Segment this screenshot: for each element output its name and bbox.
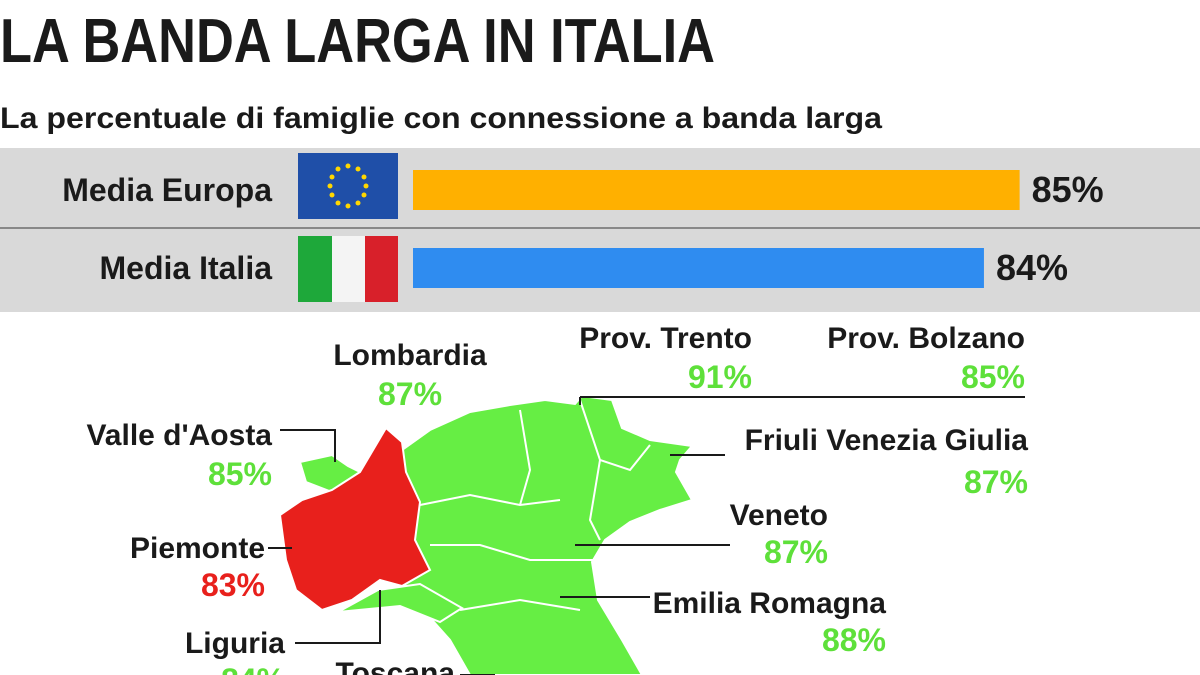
region-value: 87% <box>764 534 828 570</box>
map <box>278 394 694 675</box>
italy-flag <box>298 236 398 302</box>
region-value: 87% <box>378 376 442 412</box>
region-value: 85% <box>961 359 1025 395</box>
value-label: 85% <box>1032 169 1104 210</box>
region-name: Prov. Trento <box>579 322 752 355</box>
region-value: 83% <box>201 567 265 603</box>
region-value: 91% <box>688 359 752 395</box>
region-name: Piemonte <box>130 532 265 565</box>
region-value: 87% <box>964 464 1028 500</box>
value-label: 84% <box>996 247 1068 288</box>
subtitle: La percentuale di famiglie con connessio… <box>0 102 882 135</box>
region-name: Friuli Venezia Giulia <box>745 424 1029 457</box>
region-name: Liguria <box>185 627 285 660</box>
region-name: Lombardia <box>333 339 487 372</box>
bar <box>413 248 984 288</box>
leader-lines <box>268 396 1025 675</box>
region-name: Valle d'Aosta <box>86 419 272 452</box>
category-label: Media Italia <box>100 250 273 286</box>
region-name: Prov. Bolzano <box>827 322 1025 355</box>
region-value: 88% <box>822 622 886 658</box>
region-name: Toscana <box>336 657 456 675</box>
title: LA BANDA LARGA IN ITALIA <box>0 7 715 76</box>
region-name: Veneto <box>730 499 828 532</box>
region-value: 85% <box>208 456 272 492</box>
eu-flag <box>298 153 398 219</box>
category-label: Media Europa <box>62 172 272 208</box>
bar <box>413 170 1020 210</box>
region-value: 84% <box>221 662 285 675</box>
region-name: Emilia Romagna <box>653 587 887 620</box>
